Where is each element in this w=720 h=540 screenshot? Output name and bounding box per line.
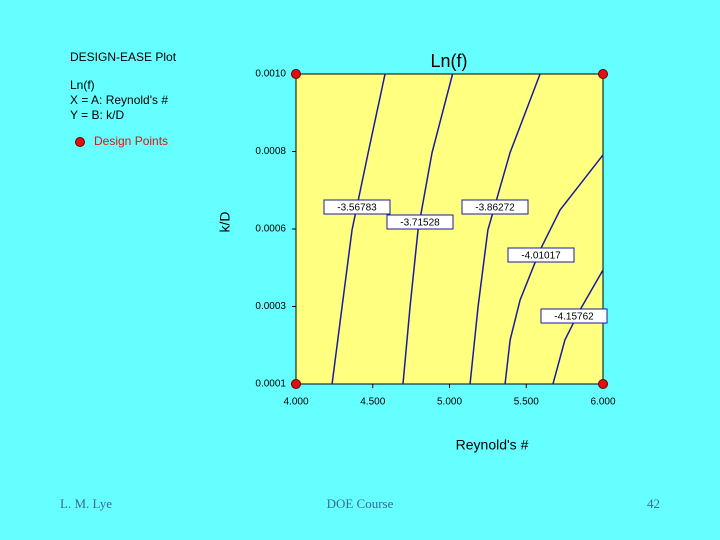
contour-line bbox=[469, 73, 541, 385]
contour-label: -3.86272 bbox=[475, 203, 515, 214]
y-tick-label: 0.0010 bbox=[255, 69, 286, 80]
contour-label-box bbox=[323, 199, 391, 215]
x-tick-label: 5.500 bbox=[514, 397, 539, 408]
design-point bbox=[598, 69, 608, 79]
contour-label-box bbox=[540, 308, 608, 324]
x-tick-label: 4.000 bbox=[283, 397, 308, 408]
y-tick-label: 0.0008 bbox=[255, 146, 286, 157]
contour-line bbox=[402, 73, 454, 385]
contour-label-box bbox=[507, 247, 575, 263]
contour-label-box bbox=[461, 199, 529, 215]
design-point bbox=[291, 379, 301, 389]
legend-marker bbox=[75, 137, 85, 147]
footer-author: L. M. Lye bbox=[60, 496, 112, 511]
y-tick-label: 0.0006 bbox=[255, 224, 286, 235]
footer-page: 42 bbox=[647, 496, 660, 511]
contour-label-box bbox=[386, 214, 454, 230]
contour-label: -4.01017 bbox=[521, 251, 561, 262]
contour-label: -4.15762 bbox=[554, 312, 594, 323]
legend-response: Ln(f) bbox=[70, 78, 95, 92]
legend-y-factor: Y = B: k/D bbox=[70, 108, 124, 122]
contour-label: -3.56783 bbox=[337, 203, 377, 214]
footer-course: DOE Course bbox=[327, 496, 394, 511]
contour-line bbox=[504, 154, 604, 385]
chart-title: Ln(f) bbox=[430, 51, 467, 71]
contour-line bbox=[552, 269, 604, 385]
legend-x-factor: X = A: Reynold's # bbox=[70, 93, 168, 107]
contour-label: -3.71528 bbox=[400, 218, 440, 229]
design-point bbox=[291, 69, 301, 79]
x-tick-label: 5.000 bbox=[437, 397, 462, 408]
y-axis-label: k/D bbox=[217, 212, 233, 233]
x-tick-label: 6.000 bbox=[590, 397, 615, 408]
y-tick-label: 0.0003 bbox=[255, 301, 286, 312]
x-tick-label: 4.500 bbox=[360, 397, 385, 408]
design-point bbox=[598, 379, 608, 389]
legend-label: Design Points bbox=[94, 134, 168, 148]
x-axis-label: Reynold's # bbox=[456, 437, 529, 453]
y-tick-label: 0.0001 bbox=[255, 379, 286, 390]
contour-line bbox=[331, 73, 386, 385]
legend-heading: DESIGN-EASE Plot bbox=[70, 50, 177, 64]
